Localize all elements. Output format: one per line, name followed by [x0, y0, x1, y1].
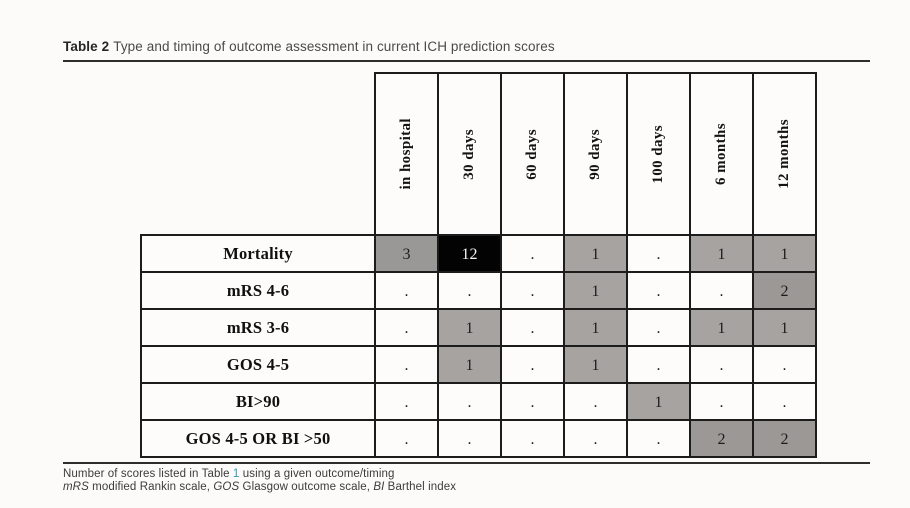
value-cell: . [563, 419, 628, 458]
value-cell: 2 [689, 419, 754, 458]
value-cell: . [500, 271, 565, 310]
value-cell: . [689, 345, 754, 384]
value-cell: . [500, 345, 565, 384]
footnote-text: Glasgow outcome scale, [239, 481, 374, 493]
value-cell: 2 [752, 419, 817, 458]
table-row: GOS 4-5. 1. 1... [140, 345, 817, 384]
column-header-label: 30 days [461, 128, 477, 180]
column-header-5: 6 months [689, 72, 754, 236]
column-header-label: 90 days [587, 128, 603, 180]
header-row: in hospital 30 days 60 days 90 days 100 days… [141, 72, 817, 236]
value-cell: 1 [563, 234, 628, 273]
value-cell: . [689, 271, 754, 310]
value-cell: 1 [689, 308, 754, 347]
column-header-2: 60 days [500, 72, 565, 236]
value-cell: . [626, 234, 691, 273]
footnote-text: modified Rankin scale, [88, 481, 214, 493]
value-cell: 2 [752, 271, 817, 310]
table-title: Table 2 Type and timing of outcome assess… [63, 39, 555, 54]
value-cell: 3 [374, 234, 439, 273]
value-cell: 1 [437, 345, 502, 384]
table-row: BI>90.... 1.. [140, 382, 817, 421]
footnote-text: mRS [63, 481, 89, 493]
column-header-label: in hospital [398, 118, 414, 190]
value-cell: 1 [626, 382, 691, 421]
column-header-3: 90 days [563, 72, 628, 236]
value-cell: . [437, 382, 502, 421]
value-cell: . [500, 234, 565, 273]
table1-reference-link[interactable]: 1 [232, 468, 240, 480]
value-cell: . [374, 419, 439, 458]
value-cell: 1 [563, 271, 628, 310]
corner-cell [141, 73, 375, 235]
table-title-text: Type and timing of outcome assessment in… [113, 39, 555, 54]
value-cell: 1 [752, 308, 817, 347]
column-header-label: 12 months [776, 119, 792, 189]
column-header-label: 100 days [650, 124, 666, 184]
column-header-4: 100 days [626, 72, 691, 236]
value-cell: 1 [437, 308, 502, 347]
column-header-6: 12 months [752, 72, 817, 236]
value-cell: 1 [689, 234, 754, 273]
top-rule [63, 60, 870, 62]
value-cell: . [626, 308, 691, 347]
value-cell: 12 [437, 234, 502, 273]
footnote-text: Number of scores listed in Table [63, 468, 233, 480]
value-cell: . [374, 308, 439, 347]
value-cell: . [500, 419, 565, 458]
value-cell: . [752, 382, 817, 421]
value-cell: . [563, 382, 628, 421]
table-row: mRS 3-6. 1. 1. 1 1 [140, 308, 817, 347]
value-cell: . [437, 419, 502, 458]
footnote-text: using a given outcome/timing [239, 468, 395, 480]
value-cell: . [374, 345, 439, 384]
column-header-label: 6 months [713, 123, 729, 185]
column-header-label: 60 days [524, 128, 540, 180]
footnote-line1: Number of scores listed in Table 1 using… [63, 468, 394, 480]
footnote-text: Barthel index [384, 481, 457, 493]
row-label: mRS 4-6 [140, 271, 376, 310]
value-cell: . [500, 382, 565, 421]
value-cell: 1 [563, 345, 628, 384]
value-cell: . [689, 382, 754, 421]
column-header-1: 30 days [437, 72, 502, 236]
footnote-text: GOS [213, 481, 240, 493]
row-label: mRS 3-6 [140, 308, 376, 347]
table-row: Mortality 3 12. 1. 1 1 [140, 234, 817, 273]
value-cell: 1 [752, 234, 817, 273]
bottom-rule [63, 462, 870, 464]
table-row: mRS 4-6... 1.. 2 [140, 271, 817, 310]
value-cell: . [626, 271, 691, 310]
table-title-label: Table 2 [63, 39, 110, 54]
footnote-text: BI [373, 481, 385, 493]
column-header-0: in hospital [374, 72, 439, 236]
value-cell: . [752, 345, 817, 384]
row-label: Mortality [140, 234, 376, 273]
value-cell: 1 [563, 308, 628, 347]
value-cell: . [626, 345, 691, 384]
row-label: GOS 4-5 [140, 345, 376, 384]
table-row: GOS 4-5 OR BI >50..... 2 2 [140, 419, 817, 458]
value-cell: . [437, 271, 502, 310]
footnote-line2: mRS modified Rankin scale, GOS Glasgow o… [63, 481, 456, 493]
row-label: BI>90 [140, 382, 376, 421]
value-cell: . [626, 419, 691, 458]
value-cell: . [374, 271, 439, 310]
outcome-timing-table: in hospital 30 days 60 days 90 days 100 days… [140, 72, 817, 458]
value-cell: . [374, 382, 439, 421]
row-label: GOS 4-5 OR BI >50 [140, 419, 376, 458]
value-cell: . [500, 308, 565, 347]
